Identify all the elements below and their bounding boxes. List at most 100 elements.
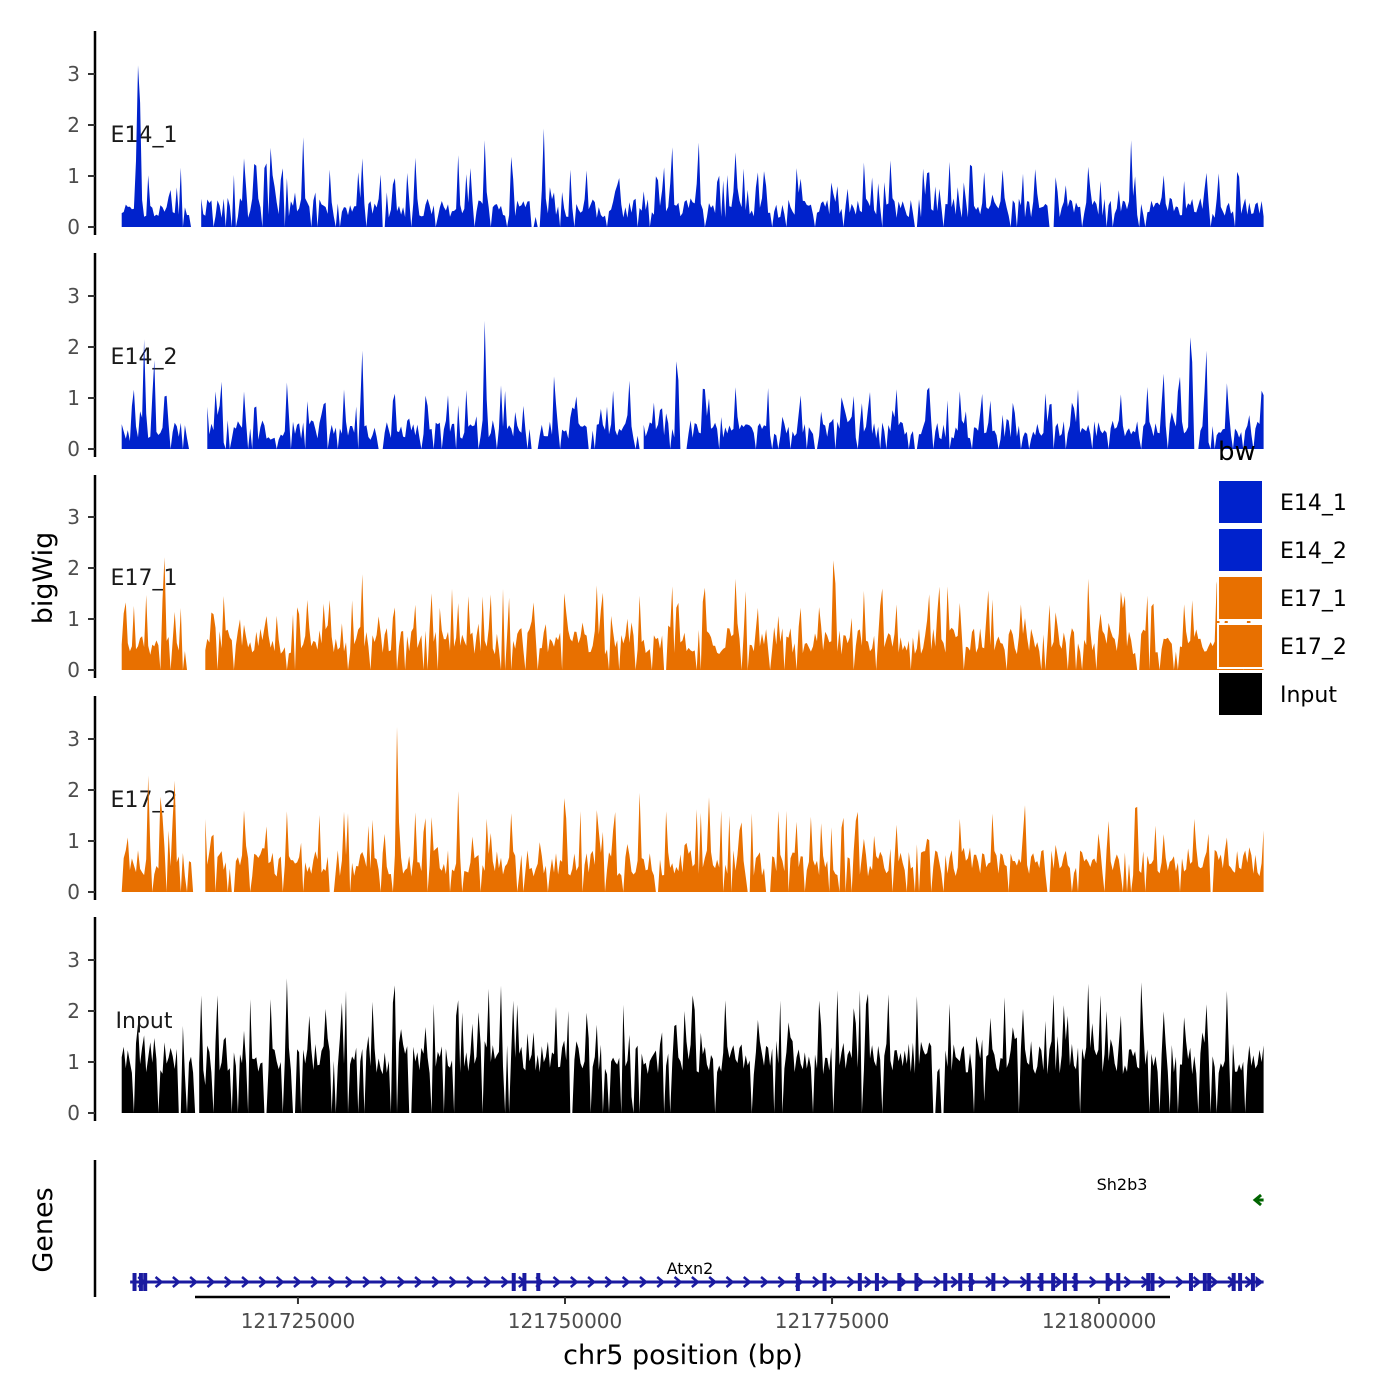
legend-swatch (1217, 671, 1264, 717)
strand-arrow (708, 1276, 718, 1288)
x-tick-label: 121775000 (775, 1309, 890, 1333)
strand-arrow (777, 1276, 787, 1288)
legend-item-Input: Input (1217, 671, 1337, 717)
y-tick-label: 3 (67, 62, 80, 86)
legend-item-E14_1: E14_1 (1217, 479, 1347, 525)
y-tick-label: 0 (67, 437, 80, 461)
legend-label: E17_2 (1280, 635, 1347, 660)
strand-arrow (1002, 1276, 1012, 1288)
exon (536, 1273, 541, 1291)
strand-arrow (466, 1276, 475, 1288)
strand-arrow (206, 1276, 216, 1288)
legend-item-E14_2: E14_2 (1217, 527, 1347, 573)
exon (1207, 1273, 1212, 1291)
legend-label: Input (1280, 683, 1337, 708)
strand-arrow (846, 1276, 856, 1288)
strand-arrow (1175, 1276, 1185, 1288)
legend-label: E14_1 (1280, 491, 1347, 516)
strand-arrow (898, 1276, 908, 1288)
exon (874, 1273, 879, 1291)
y-tick-label: 0 (67, 215, 80, 239)
y-tick-label: 2 (67, 335, 80, 359)
track-label: E17_2 (111, 788, 178, 813)
track-Input: 0 1 2 3 Input (67, 917, 1264, 1125)
strand-arrow (448, 1276, 458, 1288)
strand-arrow (275, 1276, 285, 1288)
y-tick-label: 3 (67, 727, 80, 751)
strand-arrow (881, 1276, 891, 1288)
track-E17_2: 0 1 2 3 E17_2 (67, 696, 1264, 904)
strand-arrow (189, 1276, 199, 1288)
exon (1188, 1273, 1193, 1291)
x-axis-title: chr5 position (bp) (563, 1340, 803, 1371)
strand-arrow (483, 1276, 493, 1288)
strand-arrow (812, 1276, 821, 1288)
strand-arrow (293, 1276, 302, 1288)
strand-arrow (1192, 1276, 1202, 1288)
legend-swatch (1217, 575, 1264, 621)
x-axis: 121725000 121750000 121775000 121800000 (195, 1295, 1170, 1333)
x-tick-label: 121800000 (1042, 1309, 1157, 1333)
track-label: E14_1 (111, 123, 178, 148)
strand-arrow (639, 1276, 648, 1288)
coverage-area-E17_1 (121, 557, 1264, 670)
strand-arrow (1123, 1276, 1133, 1288)
exon (968, 1273, 973, 1291)
legend-swatch (1217, 527, 1264, 573)
strand-arrow (1106, 1276, 1116, 1288)
exon (958, 1273, 963, 1291)
strand-arrow (967, 1276, 977, 1288)
y-tick-label: 3 (67, 505, 80, 529)
exon (943, 1273, 948, 1291)
exon (511, 1273, 516, 1291)
strand-arrow (379, 1276, 389, 1288)
x-tick-label: 121750000 (508, 1309, 623, 1333)
exon (1051, 1273, 1056, 1291)
y-tick-label: 0 (67, 880, 80, 904)
strand-arrow (241, 1276, 251, 1288)
strand-arrow (829, 1276, 839, 1288)
strand-arrow (985, 1276, 994, 1288)
strand-arrow (1252, 1193, 1263, 1207)
y-tick-label: 1 (67, 607, 80, 631)
exon (1150, 1273, 1155, 1291)
strand-arrow (258, 1276, 268, 1288)
legend-swatch (1217, 623, 1264, 669)
exon (857, 1273, 862, 1291)
strand-arrow (500, 1276, 510, 1288)
gene-label: Atxn2 (667, 1259, 714, 1278)
y-axis-title: bigWig (28, 532, 59, 625)
y-tick-label: 1 (67, 829, 80, 853)
strand-arrow (933, 1276, 943, 1288)
strand-arrow (414, 1276, 424, 1288)
exon (1062, 1273, 1067, 1291)
gene-Sh2b3: Sh2b3 (1097, 1175, 1264, 1207)
legend-title: bw (1218, 437, 1256, 467)
strand-arrow (794, 1276, 804, 1288)
strand-arrow (742, 1276, 752, 1288)
coverage-area-E14_2 (121, 320, 1264, 449)
exon (822, 1273, 827, 1291)
exon (914, 1273, 919, 1291)
y-tick-label: 3 (67, 948, 80, 972)
strand-arrow (1158, 1276, 1167, 1288)
track-label: E17_1 (111, 566, 178, 591)
exon (1238, 1273, 1243, 1291)
strand-arrow (552, 1276, 562, 1288)
y-tick-label: 0 (67, 1101, 80, 1125)
y-tick-label: 2 (67, 556, 80, 580)
strand-arrow (1227, 1276, 1237, 1288)
strand-arrow (1071, 1276, 1081, 1288)
strand-arrow (396, 1276, 406, 1288)
legend-item-E17_2: E17_2 (1217, 623, 1347, 669)
strand-arrow (569, 1276, 579, 1288)
strand-arrow (1054, 1276, 1064, 1288)
strand-arrow (172, 1276, 181, 1288)
exon (897, 1273, 902, 1291)
strand-arrow (587, 1276, 597, 1288)
exon (1202, 1273, 1207, 1291)
strand-arrow (950, 1276, 960, 1288)
legend-item-E17_1: E17_1 (1217, 575, 1347, 621)
